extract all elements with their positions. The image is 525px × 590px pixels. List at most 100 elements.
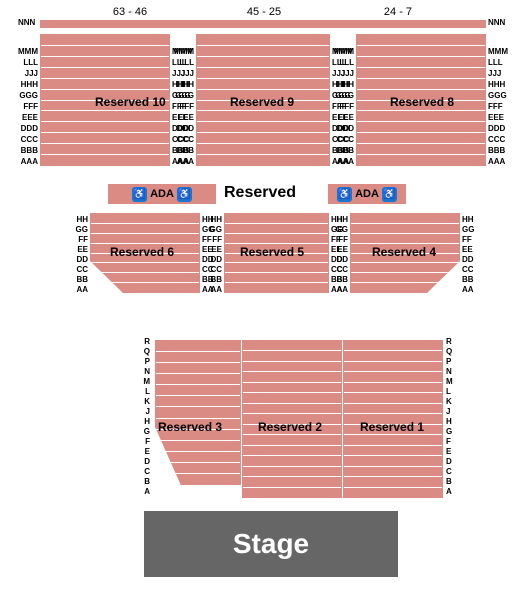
row-label: HHH xyxy=(174,80,194,89)
row-label: JJJ xyxy=(174,69,194,78)
nnn-label: NNN xyxy=(488,18,505,27)
row-label: D xyxy=(446,457,452,466)
row-label: B xyxy=(136,477,150,486)
row-label: EE xyxy=(68,245,88,254)
section-reserved-3[interactable] xyxy=(155,340,241,485)
row-label: CC xyxy=(328,265,348,274)
row-label: E xyxy=(136,447,150,456)
row-label: M xyxy=(446,377,453,386)
row-label: N xyxy=(446,367,452,376)
row-label: L xyxy=(446,387,451,396)
row-label: LLL xyxy=(334,58,354,67)
row-label: CC xyxy=(202,265,222,274)
row-label: FFF xyxy=(18,102,38,111)
row-label: DDD xyxy=(18,124,38,133)
section-reserved-1[interactable] xyxy=(343,340,443,498)
row-label: JJJ xyxy=(334,69,354,78)
row-label: FF xyxy=(328,235,348,244)
row-label: F xyxy=(136,437,150,446)
nnn-row[interactable] xyxy=(40,20,198,28)
row-label: P xyxy=(446,357,451,366)
row-label: GG xyxy=(202,225,222,234)
row-label: BB xyxy=(68,275,88,284)
row-label: E xyxy=(446,447,451,456)
row-label: FF xyxy=(462,235,472,244)
row-label: D xyxy=(136,457,150,466)
row-label: EEE xyxy=(174,113,194,122)
row-label: G xyxy=(136,427,150,436)
row-label: GGG xyxy=(488,91,507,100)
row-label: FF xyxy=(202,235,222,244)
row-label: DD xyxy=(68,255,88,264)
row-label: CC xyxy=(462,265,474,274)
section-label: Reserved 6 xyxy=(110,245,174,259)
section-label: Reserved 3 xyxy=(158,420,222,434)
row-label: HH xyxy=(202,215,222,224)
row-label: BB xyxy=(328,275,348,284)
row-label: EE xyxy=(202,245,222,254)
row-label: DD xyxy=(328,255,348,264)
row-label: J xyxy=(446,407,450,416)
section-label: Reserved 8 xyxy=(390,95,454,109)
nnn-row[interactable] xyxy=(196,20,330,28)
column-range-label: 24 - 7 xyxy=(368,6,428,18)
row-label: L xyxy=(136,387,150,396)
ada-section[interactable]: ♿ADA♿ xyxy=(108,184,216,204)
row-label: MMM xyxy=(334,47,354,56)
row-label: BB xyxy=(202,275,222,284)
row-label: EEE xyxy=(18,113,38,122)
row-label: GGG xyxy=(334,91,354,100)
row-label: HH xyxy=(68,215,88,224)
row-label: P xyxy=(136,357,150,366)
row-label: G xyxy=(446,427,452,436)
row-label: N xyxy=(136,367,150,376)
row-label: GG xyxy=(328,225,348,234)
ada-icon: ♿ xyxy=(382,187,397,202)
stage-label: Stage xyxy=(233,528,309,560)
section-label: Reserved 10 xyxy=(95,95,166,109)
row-label: DDD xyxy=(174,124,194,133)
row-label: A xyxy=(136,487,150,496)
row-label: LLL xyxy=(18,58,38,67)
section-label: Reserved 2 xyxy=(258,420,322,434)
row-label: DDD xyxy=(488,124,505,133)
row-label: GGG xyxy=(174,91,194,100)
section-label: Reserved 4 xyxy=(372,245,436,259)
ada-section[interactable]: ♿ADA♿ xyxy=(328,184,406,204)
nnn-label: NNN xyxy=(18,18,35,27)
row-label: FF xyxy=(68,235,88,244)
row-label: AA xyxy=(328,285,348,294)
row-label: MMM xyxy=(174,47,194,56)
column-range-label: 45 - 25 xyxy=(234,6,294,18)
seating-chart: 63 - 4645 - 2524 - 7NNNNNNReserved 10MMM… xyxy=(0,0,525,590)
ada-icon: ♿ xyxy=(177,187,192,202)
row-label: EE xyxy=(328,245,348,254)
row-label: AA xyxy=(68,285,88,294)
row-label: MMM xyxy=(488,47,508,56)
ada-icon: ♿ xyxy=(337,187,352,202)
row-label: DD xyxy=(462,255,474,264)
row-label: H xyxy=(136,417,150,426)
row-label: HHH xyxy=(334,80,354,89)
row-label: R xyxy=(136,337,150,346)
section-reserved-2[interactable] xyxy=(242,340,342,498)
row-label: CCC xyxy=(488,135,505,144)
row-label: BBB xyxy=(174,146,194,155)
section-label: Reserved 9 xyxy=(230,95,294,109)
row-label: DDD xyxy=(334,124,354,133)
row-label: CCC xyxy=(174,135,194,144)
row-label: JJJ xyxy=(18,69,38,78)
row-label: A xyxy=(446,487,452,496)
row-label: AA xyxy=(202,285,222,294)
row-label: C xyxy=(446,467,452,476)
row-label: MMM xyxy=(18,47,38,56)
row-label: GG xyxy=(462,225,474,234)
row-label: B xyxy=(446,477,452,486)
row-label: EEE xyxy=(334,113,354,122)
row-label: M xyxy=(136,377,150,386)
row-label: BBB xyxy=(488,146,505,155)
row-label: BBB xyxy=(334,146,354,155)
nnn-row[interactable] xyxy=(328,20,486,28)
row-label: LLL xyxy=(488,58,503,67)
row-label: FFF xyxy=(488,102,503,111)
